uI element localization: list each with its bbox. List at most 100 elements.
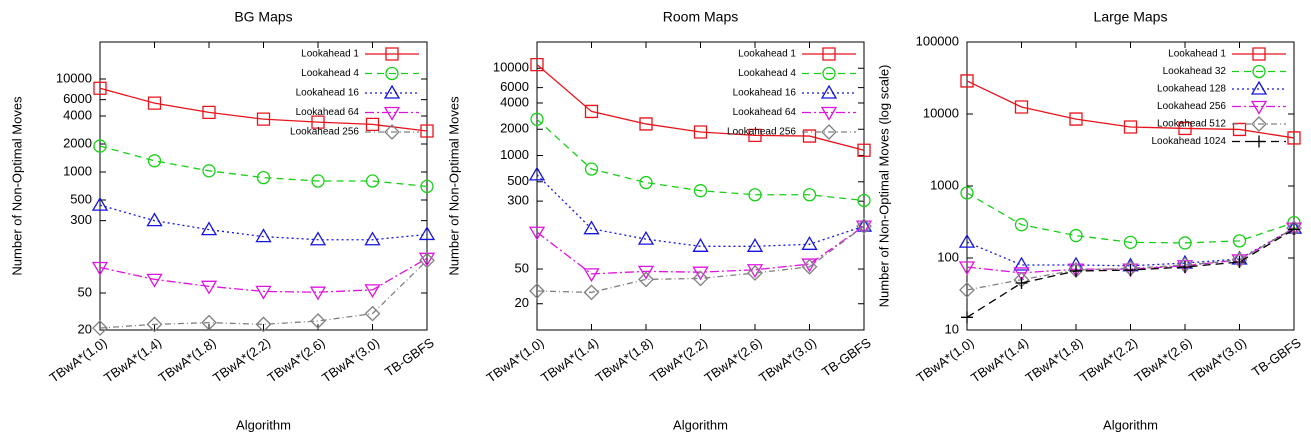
point-marker [583, 220, 600, 235]
series-line [99, 259, 428, 329]
point-marker [201, 314, 217, 331]
point-marker [1015, 276, 1028, 289]
y-tick-label: 100 [937, 249, 959, 264]
point-marker [309, 286, 327, 301]
legend-marker [1252, 64, 1266, 79]
point-marker [801, 258, 818, 275]
plot-frame [536, 41, 865, 331]
point-marker [420, 124, 434, 138]
chart-panel: Large Maps Algorithm Number of Non-Optimal… [876, 9, 1304, 433]
legend-marker [1253, 135, 1265, 148]
point-marker [92, 320, 108, 336]
point-marker [1070, 264, 1082, 277]
point-marker [748, 128, 762, 143]
legend-label: Lookahead 64 [733, 107, 797, 118]
x-tick-label: TBwA*(1.0) [47, 335, 110, 385]
y-tick-label: 10000 [493, 60, 529, 75]
point-marker [958, 261, 976, 276]
point-marker [746, 264, 764, 279]
point-marker [801, 236, 818, 250]
legend-marker [384, 124, 400, 140]
y-tick-label: 20 [515, 295, 529, 310]
point-marker [147, 154, 162, 168]
legend-label: Lookahead 1024 [1151, 136, 1226, 147]
series-line [536, 225, 865, 294]
point-marker [200, 280, 218, 295]
point-marker [530, 58, 544, 72]
point-marker [960, 186, 974, 200]
y-tick-label: 6000 [500, 79, 529, 94]
legend-label: Lookahead 64 [296, 107, 360, 118]
point-marker [693, 184, 708, 198]
point-marker [584, 162, 599, 176]
legend-marker [822, 47, 836, 61]
legend-marker [822, 66, 836, 81]
point-marker [1178, 236, 1192, 250]
y-tick-label: 300 [70, 212, 92, 227]
point-marker [638, 271, 654, 288]
y-tick-label: 2000 [500, 121, 529, 136]
point-marker [93, 139, 107, 153]
point-marker [311, 115, 325, 129]
point-marker [1013, 256, 1030, 271]
legend-label: Lookahead 16 [296, 88, 360, 99]
legend-label: Lookahead 32 [1163, 66, 1227, 77]
point-marker [639, 175, 653, 190]
legend-marker [383, 106, 401, 121]
legend-label: Lookahead 256 [1157, 101, 1226, 112]
point-marker [961, 311, 973, 324]
point-marker [802, 129, 817, 143]
point-marker [1231, 254, 1248, 269]
point-marker [1178, 121, 1192, 136]
y-axis-label: Number of Non-Optimal Moves (log scale) [876, 65, 891, 308]
point-marker [309, 231, 327, 246]
point-marker [692, 266, 709, 281]
point-marker [1124, 264, 1137, 277]
legend-label: Lookahead 1 [301, 49, 359, 60]
legend-marker [820, 84, 838, 99]
x-tick-label: TBwA*(1.4) [101, 335, 164, 385]
legend-label: Lookahead 256 [290, 127, 359, 138]
y-axis-label: Number of Non-Optimal Moves [9, 96, 24, 276]
point-marker [147, 96, 162, 110]
point-marker [1014, 218, 1029, 232]
point-marker [958, 233, 976, 248]
y-tick-label: 1000 [930, 177, 959, 192]
legend-label: Lookahead 4 [301, 68, 359, 79]
point-marker [1069, 228, 1083, 243]
y-axis-label: Number of Non-Optimal Moves [446, 96, 461, 276]
point-marker [1123, 235, 1138, 249]
point-marker [1179, 260, 1191, 273]
x-tick-label: TBwA*(1.0) [914, 335, 977, 385]
x-axis-label: Algorithm [1103, 417, 1158, 432]
point-marker [959, 282, 975, 298]
point-marker [748, 188, 762, 202]
point-marker [857, 193, 871, 208]
y-tick-label: 10000 [923, 105, 959, 120]
point-marker [1288, 223, 1300, 236]
point-marker [419, 252, 435, 269]
x-tick-label: TBwA*(2.2) [1077, 335, 1140, 385]
point-marker [747, 265, 763, 281]
point-marker [200, 221, 218, 236]
point-marker [639, 117, 653, 131]
point-marker [1014, 100, 1029, 114]
x-tick-label: TBwA*(2.6) [265, 335, 328, 385]
point-marker [202, 105, 216, 119]
point-marker [256, 170, 271, 185]
x-tick-label: TBwA*(2.6) [702, 335, 765, 385]
point-marker [637, 265, 655, 280]
point-marker [364, 284, 381, 299]
point-marker [364, 231, 381, 246]
x-axis-label: Algorithm [236, 417, 291, 432]
point-marker [420, 179, 434, 194]
legend-marker [1250, 100, 1268, 115]
y-tick-label: 50 [515, 260, 529, 275]
chart-title: Large Maps [1094, 9, 1168, 25]
x-tick-label: TBwA*(1.0) [484, 335, 547, 385]
y-tick-label: 4000 [63, 107, 92, 122]
legend-marker [1250, 80, 1268, 95]
x-tick-label: TB-GBFS [382, 335, 437, 380]
series-line [966, 192, 1295, 244]
